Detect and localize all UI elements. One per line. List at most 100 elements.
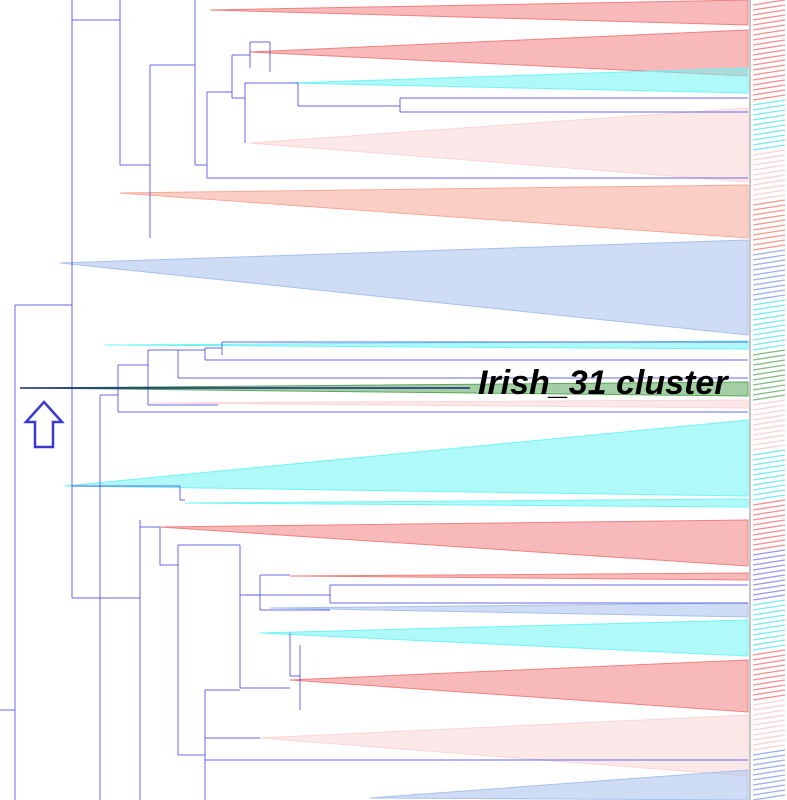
leaf-label bbox=[752, 704, 786, 711]
leaf-label bbox=[752, 699, 786, 706]
leaf-label bbox=[752, 29, 786, 36]
leaf-label bbox=[752, 669, 786, 676]
leaf-label bbox=[752, 484, 786, 491]
leaf-label bbox=[752, 399, 786, 406]
collapsed-clade bbox=[64, 419, 749, 497]
collapsed-clade bbox=[369, 769, 749, 800]
leaf-label bbox=[752, 294, 786, 301]
leaf-label bbox=[752, 239, 786, 246]
leaf-label bbox=[752, 234, 786, 241]
collapsed-clade bbox=[269, 602, 749, 618]
leaf-label bbox=[752, 734, 786, 741]
leaf-label bbox=[752, 199, 786, 206]
leaf-label bbox=[752, 449, 786, 456]
leaf-label bbox=[752, 619, 786, 626]
leaf-label bbox=[752, 149, 786, 156]
collapsed-clade bbox=[159, 519, 749, 567]
leaf-label bbox=[752, 779, 786, 786]
leaf-label bbox=[752, 419, 786, 426]
leaf-label bbox=[752, 169, 786, 176]
leaf-label bbox=[752, 639, 786, 646]
leaf-label bbox=[752, 179, 786, 186]
leaf-label bbox=[752, 549, 786, 556]
leaf-label bbox=[752, 654, 786, 661]
leaf-label bbox=[752, 59, 786, 66]
collapsed-clade bbox=[149, 399, 749, 409]
leaf-label bbox=[752, 424, 786, 431]
leaf-label bbox=[752, 574, 786, 581]
leaf-label bbox=[752, 64, 786, 71]
leaf-label bbox=[752, 739, 786, 746]
cluster-annotation-label: Irish_31 cluster bbox=[478, 364, 728, 402]
leaf-label bbox=[752, 489, 786, 496]
leaf-label bbox=[752, 279, 786, 286]
leaf-label bbox=[752, 499, 786, 506]
leaf-label bbox=[752, 494, 786, 501]
leaf-label bbox=[752, 249, 786, 256]
leaf-label bbox=[752, 524, 786, 531]
leaf-label bbox=[752, 754, 786, 761]
leaf-label bbox=[752, 769, 786, 776]
leaf-label bbox=[752, 274, 786, 281]
leaf-label bbox=[752, 454, 786, 461]
collapsed-clade bbox=[119, 184, 749, 239]
leaf-label bbox=[752, 479, 786, 486]
leaf-label bbox=[752, 569, 786, 576]
collapsed-clade bbox=[289, 572, 749, 581]
leaf-label bbox=[752, 409, 786, 416]
leaf-label bbox=[752, 544, 786, 551]
leaf-label bbox=[752, 694, 786, 701]
leaf-label bbox=[752, 394, 786, 401]
leaf-label bbox=[752, 339, 786, 346]
leaf-label bbox=[752, 649, 786, 656]
leaf-label bbox=[752, 319, 786, 326]
leaf-label bbox=[752, 384, 786, 391]
leaf-label bbox=[752, 589, 786, 596]
leaf-label bbox=[752, 504, 786, 511]
leaf-label bbox=[752, 444, 786, 451]
leaf-label bbox=[752, 764, 786, 771]
leaf-label bbox=[752, 659, 786, 666]
leaf-label bbox=[752, 104, 786, 111]
leaf-label bbox=[752, 514, 786, 521]
leaf-label bbox=[752, 414, 786, 421]
leaf-label bbox=[752, 269, 786, 276]
leaf-label bbox=[752, 369, 786, 376]
leaf-label bbox=[752, 439, 786, 446]
leaf-label bbox=[752, 129, 786, 136]
leaf-label bbox=[752, 759, 786, 766]
up-arrow-icon bbox=[23, 400, 65, 449]
collapsed-clade bbox=[289, 67, 749, 94]
leaf-label bbox=[752, 144, 786, 151]
leaf-label bbox=[752, 599, 786, 606]
leaf-label bbox=[752, 344, 786, 351]
leaf-label bbox=[752, 84, 786, 91]
leaf-label bbox=[752, 534, 786, 541]
leaf-label bbox=[752, 119, 786, 126]
leaf-label bbox=[752, 9, 786, 16]
leaf-label bbox=[752, 114, 786, 121]
leaf-label bbox=[752, 629, 786, 636]
collapsed-clade bbox=[184, 498, 749, 508]
leaf-label bbox=[752, 519, 786, 526]
leaf-label bbox=[752, 594, 786, 601]
leaf-label bbox=[752, 194, 786, 201]
leaf-label bbox=[752, 794, 786, 800]
leaf-label bbox=[752, 4, 786, 11]
leaf-label bbox=[752, 184, 786, 191]
leaf-label bbox=[752, 509, 786, 516]
collapsed-clade bbox=[249, 29, 749, 77]
leaf-label bbox=[752, 349, 786, 356]
leaf-label bbox=[752, 679, 786, 686]
leaf-label bbox=[752, 559, 786, 566]
leaf-label bbox=[752, 124, 786, 131]
collapsed-clade bbox=[259, 619, 749, 657]
leaf-label bbox=[752, 379, 786, 386]
leaf-label bbox=[752, 664, 786, 671]
leaf-label bbox=[752, 684, 786, 691]
leaf-label bbox=[752, 314, 786, 321]
leaf-label bbox=[752, 254, 786, 261]
leaf-label bbox=[752, 434, 786, 441]
leaf-label bbox=[752, 334, 786, 341]
leaf-label bbox=[752, 609, 786, 616]
